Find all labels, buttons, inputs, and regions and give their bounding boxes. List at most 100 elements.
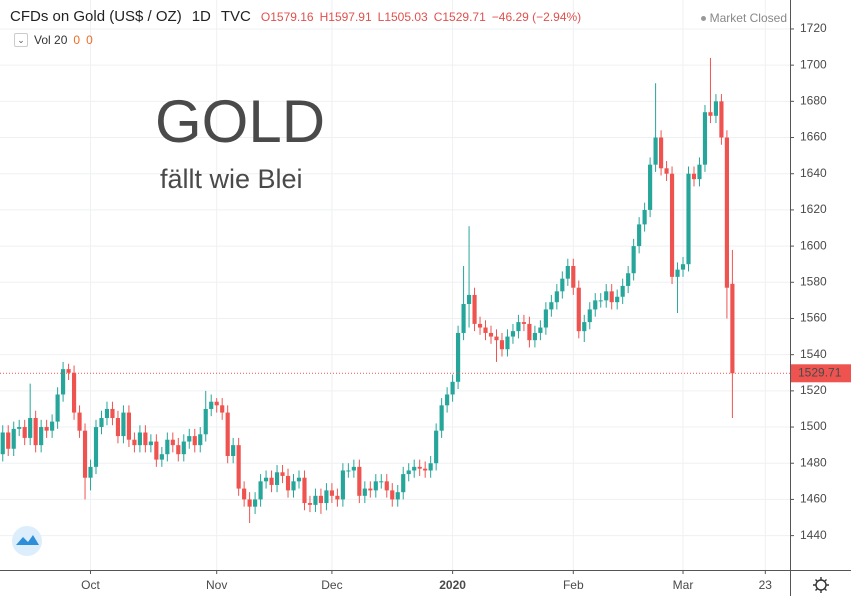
y-tick-label: 1440 bbox=[800, 528, 827, 542]
ohlc-low: L1505.03 bbox=[377, 10, 428, 24]
candle-body bbox=[154, 441, 159, 460]
logo-mark bbox=[16, 535, 39, 545]
status-text: Market Closed bbox=[709, 11, 787, 25]
candle-body bbox=[527, 323, 532, 341]
volume-value: 0 bbox=[73, 33, 81, 47]
candle-body bbox=[439, 405, 444, 431]
candle-body bbox=[576, 287, 581, 332]
y-tick-label: 1460 bbox=[800, 492, 827, 506]
interval: 1D bbox=[191, 8, 211, 25]
candle-body bbox=[477, 323, 483, 328]
candle-body bbox=[680, 264, 686, 270]
candle-body bbox=[110, 408, 115, 418]
candle-body bbox=[258, 481, 263, 500]
candle-body bbox=[593, 300, 598, 310]
candle-body bbox=[708, 112, 713, 116]
candle-body bbox=[554, 291, 559, 303]
candle-body bbox=[17, 427, 22, 429]
candle-body bbox=[0, 432, 5, 455]
candle-body bbox=[582, 322, 587, 332]
y-tick-label: 1700 bbox=[800, 57, 827, 71]
candle-body bbox=[604, 291, 609, 301]
candle-body bbox=[543, 309, 548, 328]
candle-body bbox=[66, 369, 71, 373]
annotation: fällt wie Blei bbox=[160, 164, 303, 194]
candle-body bbox=[231, 445, 236, 456]
candle-body bbox=[724, 137, 729, 288]
candle-body bbox=[373, 481, 378, 491]
candle-body bbox=[99, 418, 104, 428]
candle-body bbox=[626, 273, 631, 286]
candle-body bbox=[488, 332, 494, 337]
candle-body bbox=[55, 394, 60, 422]
candle-body bbox=[33, 418, 38, 446]
collapse-toggle[interactable]: ⌄ bbox=[14, 33, 28, 47]
x-tick-label: 2020 bbox=[439, 578, 466, 592]
candle-body bbox=[71, 372, 77, 413]
candle-body bbox=[121, 412, 126, 437]
x-tick-label: Feb bbox=[563, 578, 584, 592]
candle-body bbox=[609, 291, 614, 303]
candle-body bbox=[318, 495, 324, 504]
candle-body bbox=[384, 481, 389, 491]
candle-body bbox=[516, 322, 521, 332]
candle-body bbox=[538, 327, 543, 333]
candle-body bbox=[406, 470, 411, 475]
candle-body bbox=[669, 173, 675, 277]
candle-body bbox=[115, 418, 121, 437]
header: CFDs on Gold (US$ / OZ) 1D TVC O1579.16 … bbox=[10, 8, 581, 25]
candle-body bbox=[510, 331, 516, 337]
y-tick-label: 1580 bbox=[800, 274, 827, 288]
x-tick-label: Nov bbox=[206, 578, 227, 592]
y-tick-label: 1540 bbox=[800, 347, 827, 361]
y-tick-label: 1680 bbox=[800, 94, 827, 108]
candle-body bbox=[565, 266, 570, 279]
candle-body bbox=[494, 336, 499, 341]
candle-body bbox=[61, 369, 66, 395]
candle-body bbox=[22, 427, 27, 438]
symbol: CFDs on Gold (US$ / OZ) bbox=[10, 8, 182, 25]
candle-body bbox=[280, 472, 285, 476]
candles bbox=[0, 57, 790, 523]
candle-body bbox=[176, 445, 181, 455]
candle-body bbox=[702, 112, 708, 165]
candle-body bbox=[340, 470, 345, 500]
candle-body bbox=[456, 332, 461, 382]
candle-body bbox=[571, 266, 576, 288]
y-tick-label: 1660 bbox=[800, 130, 827, 144]
candle-body bbox=[549, 302, 554, 310]
source: TVC bbox=[220, 8, 251, 25]
market-status: Market Closed bbox=[700, 11, 787, 25]
candle-body bbox=[379, 481, 384, 483]
settings-icon[interactable] bbox=[813, 577, 829, 593]
candle-body bbox=[329, 490, 334, 496]
ohlc: O1579.16 H1597.91 L1505.03 C1529.71 −46.… bbox=[261, 10, 581, 24]
candle-body bbox=[82, 430, 88, 478]
price-label: 1529.71 bbox=[798, 365, 842, 379]
candle-body bbox=[291, 481, 296, 491]
candle-body bbox=[242, 488, 247, 500]
candle-body bbox=[198, 434, 203, 446]
candle-body bbox=[28, 418, 33, 438]
candle-body bbox=[93, 427, 99, 467]
volume-value: 0 bbox=[86, 33, 93, 47]
candle-body bbox=[285, 475, 291, 491]
candle-body bbox=[50, 421, 55, 431]
candle-body bbox=[148, 441, 153, 446]
candle-body bbox=[483, 327, 488, 333]
change: −46.29 (−2.94%) bbox=[491, 10, 582, 24]
grid bbox=[0, 0, 790, 570]
candle-body bbox=[247, 499, 252, 507]
candle-body bbox=[472, 294, 477, 324]
candle-body bbox=[713, 101, 719, 116]
candle-body bbox=[637, 224, 642, 247]
candle-body bbox=[428, 463, 433, 471]
ohlc-high: H1597.91 bbox=[319, 10, 372, 24]
candle-body bbox=[214, 401, 219, 406]
candle-body bbox=[653, 137, 658, 165]
gear-teeth[interactable] bbox=[813, 577, 829, 593]
candle-body bbox=[274, 472, 280, 485]
